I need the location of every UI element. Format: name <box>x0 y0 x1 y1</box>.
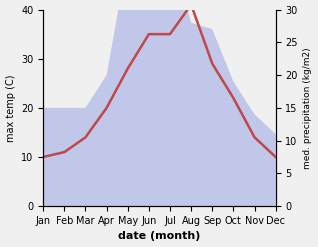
X-axis label: date (month): date (month) <box>118 231 201 242</box>
Y-axis label: max temp (C): max temp (C) <box>5 74 16 142</box>
Y-axis label: med. precipitation (kg/m2): med. precipitation (kg/m2) <box>303 47 313 169</box>
